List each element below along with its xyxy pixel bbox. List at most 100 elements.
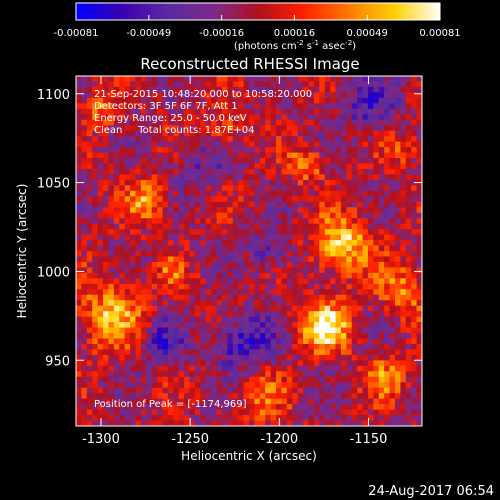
heatmap-cell [216, 158, 223, 164]
heatmap-cell [86, 393, 93, 400]
heatmap-cell [367, 229, 374, 235]
heatmap-cell [405, 81, 412, 88]
heatmap-cell [292, 92, 299, 99]
heatmap-cell [108, 158, 115, 164]
heatmap-cell [243, 152, 250, 159]
heatmap-cell [221, 108, 228, 115]
heatmap-cell [232, 207, 239, 214]
heatmap-cell [76, 338, 82, 345]
heatmap-cell [340, 398, 347, 405]
heatmap-cell [243, 168, 250, 175]
heatmap-cell [189, 387, 196, 394]
heatmap-cell [265, 322, 272, 328]
heatmap-cell [151, 92, 158, 99]
heatmap-cell [124, 125, 131, 132]
heatmap-cell [178, 376, 185, 383]
heatmap-cell [319, 409, 326, 416]
heatmap-cell [108, 365, 115, 372]
heatmap-cell [189, 409, 196, 416]
heatmap-cell [216, 289, 223, 296]
heatmap-cell [405, 327, 412, 334]
heatmap-cell [194, 147, 201, 153]
heatmap-cell [297, 168, 304, 175]
heatmap-cell [405, 97, 412, 104]
heatmap-cell [276, 152, 282, 159]
heatmap-cell [281, 376, 288, 383]
heatmap-cell [308, 229, 315, 235]
heatmap-cell [216, 393, 223, 400]
heatmap-cell [276, 365, 282, 372]
heatmap-cell [205, 158, 212, 164]
heatmap-cell [178, 409, 185, 416]
heatmap-cell [86, 278, 93, 285]
heatmap-cell [335, 240, 342, 246]
heatmap-cell [254, 196, 261, 203]
heatmap-cell [373, 272, 380, 279]
heatmap-cell [373, 92, 380, 99]
heatmap-cell [303, 147, 309, 153]
heatmap-cell [351, 387, 358, 394]
heatmap-cell [189, 261, 196, 268]
heatmap-cell [313, 119, 320, 126]
heatmap-cell [389, 338, 396, 345]
heatmap-cell [162, 251, 169, 257]
heatmap-cell [270, 289, 277, 296]
heatmap-cell [76, 81, 82, 88]
heatmap-cell [281, 207, 288, 214]
heatmap-cell [157, 185, 163, 192]
heatmap-cell [405, 294, 412, 301]
heatmap-cell [265, 267, 272, 274]
heatmap-cell [362, 338, 369, 345]
heatmap-cell [292, 360, 299, 367]
heatmap-cell [232, 327, 239, 334]
heatmap-cell [362, 349, 369, 356]
heatmap-cell [92, 305, 99, 312]
heatmap-cell [297, 125, 304, 132]
heatmap-cell [221, 300, 228, 307]
heatmap-cell [346, 207, 353, 214]
heatmap-cell [313, 163, 320, 170]
heatmap-cell [184, 349, 190, 356]
heatmap-cell [416, 376, 422, 383]
heatmap-cell [297, 245, 304, 252]
heatmap-cell [405, 349, 412, 356]
heatmap-cell [216, 420, 223, 426]
heatmap-cell [265, 147, 272, 153]
heatmap-cell [405, 141, 412, 148]
heatmap-cell [249, 245, 255, 252]
heatmap-cell [346, 201, 353, 208]
heatmap-cell [265, 272, 272, 279]
heatmap-cell [76, 333, 82, 339]
heatmap-cell [146, 338, 153, 345]
heatmap-cell [249, 360, 255, 367]
heatmap-cell [276, 327, 282, 334]
heatmap-cell [173, 119, 180, 126]
heatmap-cell [113, 185, 120, 192]
heatmap-cell [92, 81, 99, 88]
heatmap-cell [232, 261, 239, 268]
heatmap-cell [259, 108, 266, 115]
heatmap-cell [313, 130, 320, 137]
heatmap-cell [189, 223, 196, 230]
heatmap-cell [330, 125, 336, 132]
heatmap-cell [151, 398, 158, 405]
heatmap-cell [227, 322, 234, 328]
heatmap-cell [189, 398, 196, 405]
heatmap-cell [281, 141, 288, 148]
heatmap-cell [416, 190, 422, 197]
heatmap-cell [367, 185, 374, 192]
heatmap-cell [232, 289, 239, 296]
heatmap-cell [378, 404, 385, 410]
heatmap-cell [384, 387, 390, 394]
heatmap-cell [286, 376, 293, 383]
heatmap-cell [167, 404, 174, 410]
heatmap-cell [151, 294, 158, 301]
heatmap-cell [303, 92, 309, 99]
heatmap-cell [135, 338, 142, 345]
heatmap-cell [238, 108, 244, 115]
heatmap-cell [292, 174, 299, 181]
heatmap-cell [292, 136, 299, 143]
heatmap-cell [232, 376, 239, 383]
heatmap-cell [367, 349, 374, 356]
heatmap-cell [108, 311, 115, 318]
